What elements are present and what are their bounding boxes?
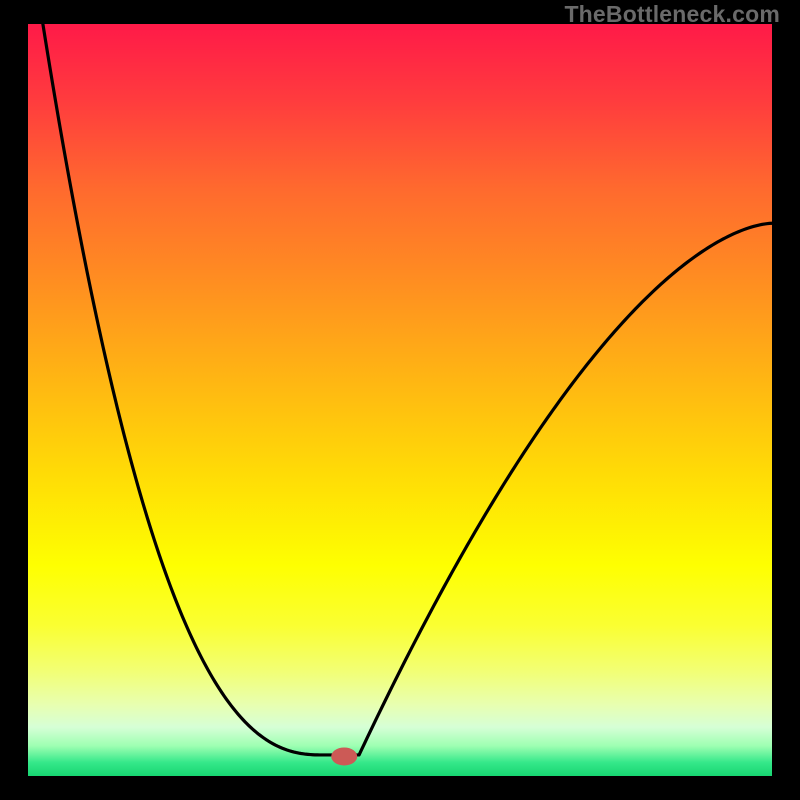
- watermark-text: TheBottleneck.com: [564, 1, 780, 28]
- curve-layer: [28, 24, 772, 776]
- valley-marker: [331, 747, 357, 765]
- chart-outer: TheBottleneck.com: [0, 0, 800, 800]
- plot-area: [28, 24, 772, 776]
- valley-curve: [43, 24, 772, 755]
